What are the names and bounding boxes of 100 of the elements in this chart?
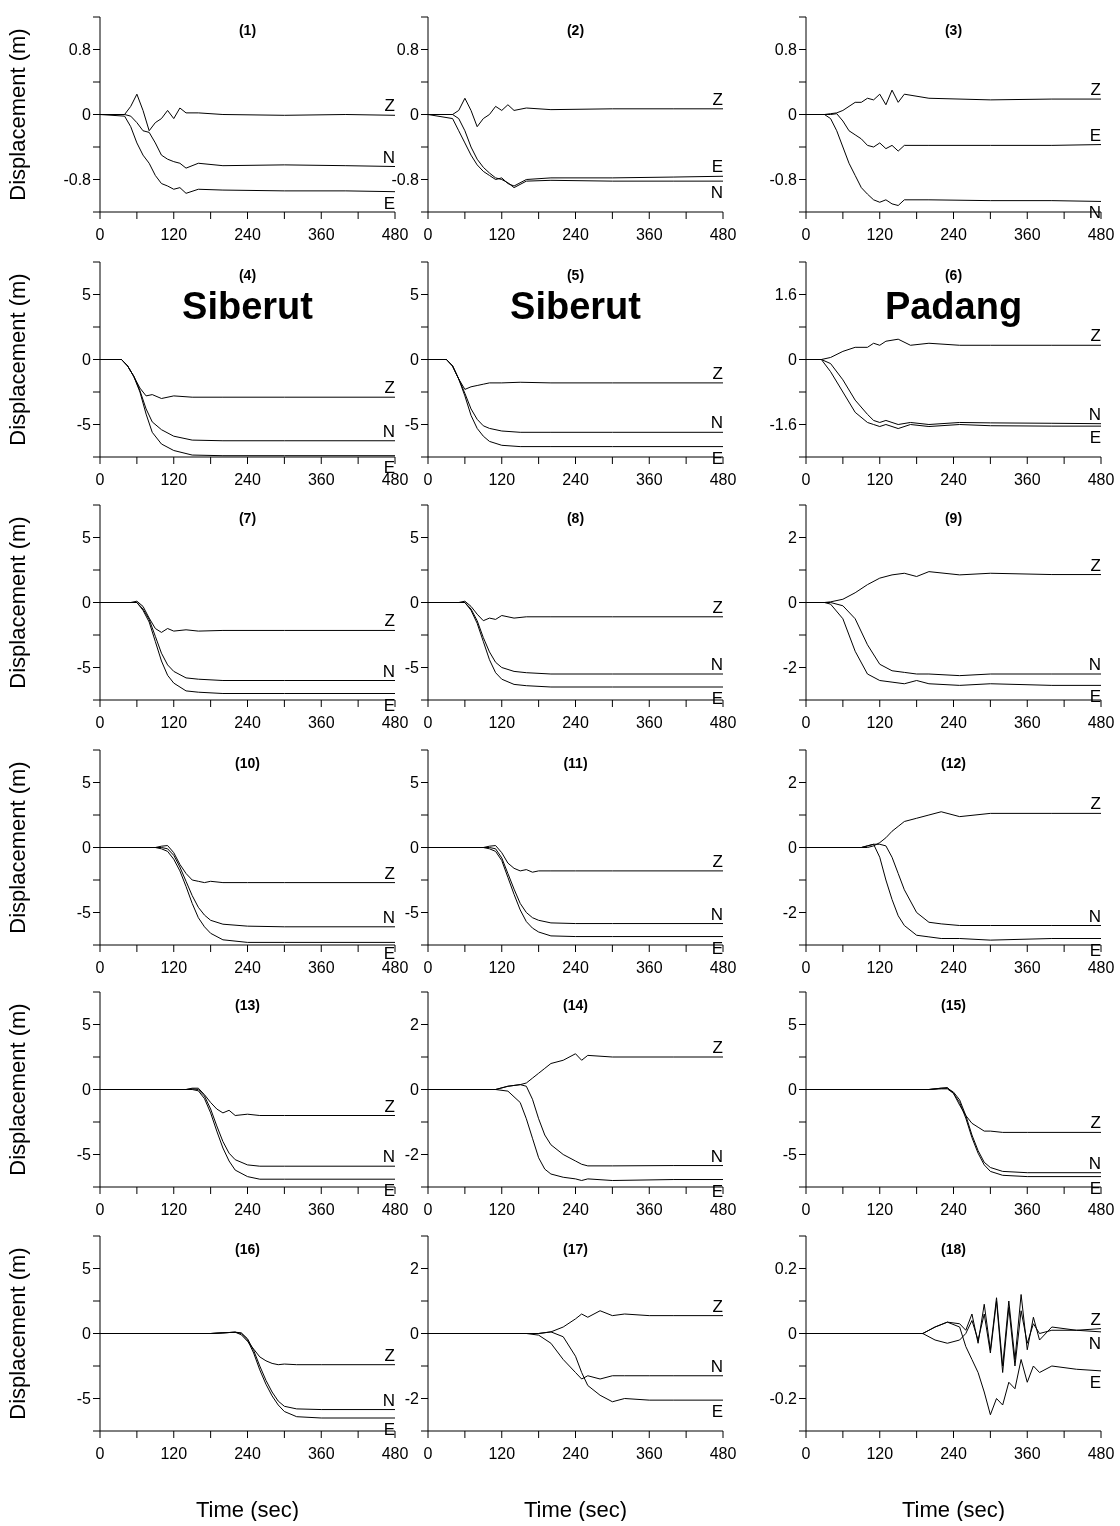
series-label: N [382, 147, 395, 167]
chart-title: (9) [943, 510, 964, 526]
chart-title: (1) [237, 22, 258, 38]
series-label: N [710, 655, 723, 674]
x-tick-label: 0 [95, 226, 105, 244]
y-axis-title: Displacement (m) [4, 1247, 30, 1420]
x-tick-label: 480 [709, 1445, 737, 1463]
x-tick-label: 360 [1013, 226, 1041, 244]
x-tick-label: 360 [635, 959, 663, 977]
y-tick-label: -2 [404, 1146, 420, 1164]
x-tick-label: 120 [866, 471, 894, 489]
x-axis-title: Time (sec) [523, 1497, 628, 1522]
x-tick-label: 240 [234, 471, 261, 489]
x-tick-label: 240 [562, 226, 589, 244]
chart-title: (8) [565, 510, 586, 526]
y-tick-label: 0 [410, 594, 420, 612]
x-tick-label: 0 [801, 471, 811, 489]
x-tick-label: 480 [1087, 226, 1115, 244]
chart-title: (16) [234, 1241, 261, 1257]
x-tick-label: 240 [562, 1445, 589, 1463]
x-tick-label: 360 [635, 226, 663, 244]
x-tick-label: 360 [635, 471, 663, 489]
x-tick-label: 360 [1013, 959, 1041, 977]
series-label: N [710, 183, 723, 203]
chart-title: (7) [237, 510, 258, 526]
series-label: N [710, 413, 723, 433]
x-tick-label: 360 [307, 226, 335, 244]
y-tick-label: -2 [782, 659, 798, 677]
y-tick-label: 2 [788, 774, 798, 792]
series-label: Z [384, 378, 395, 398]
series-label: N [1088, 906, 1101, 926]
chart-title: (10) [234, 755, 261, 771]
x-tick-label: 480 [381, 714, 409, 732]
x-tick-label: 120 [160, 226, 188, 244]
x-tick-label: 0 [95, 959, 105, 977]
y-tick-label: -0.2 [769, 1390, 798, 1408]
series-label: E [711, 157, 723, 177]
x-tick-label: 480 [709, 714, 737, 732]
series-label: Z [384, 611, 395, 631]
series-label: Z [1090, 1309, 1101, 1329]
series-label: Z [384, 1345, 395, 1365]
series-label: N [1088, 1153, 1101, 1173]
series-label: E [383, 193, 395, 213]
y-tick-label: 0 [410, 839, 420, 857]
x-tick-label: 120 [866, 714, 894, 732]
x-tick-label: 240 [234, 1445, 261, 1463]
series-label: Z [1090, 1113, 1101, 1133]
y-tick-label: 0 [82, 839, 92, 857]
series-label: E [383, 1420, 395, 1439]
chart-title: (12) [940, 755, 967, 771]
y-axis-title: Displacement (m) [4, 273, 30, 446]
x-tick-label: 120 [160, 959, 188, 977]
series-label: N [710, 904, 723, 924]
x-tick-label: 480 [709, 471, 737, 489]
x-tick-label: 120 [488, 1201, 516, 1219]
series-label: E [711, 1181, 723, 1201]
series-label: Z [1090, 326, 1101, 346]
series-label: N [1088, 655, 1101, 674]
x-tick-label: 120 [160, 471, 188, 489]
series-label: Z [712, 1038, 723, 1057]
x-tick-label: 480 [381, 226, 409, 244]
series-label: E [1089, 125, 1101, 145]
y-tick-label: 5 [82, 1016, 92, 1034]
y-axis-title: Displacement (m) [4, 28, 30, 201]
x-tick-label: 480 [1087, 471, 1115, 489]
y-tick-label: -5 [404, 904, 420, 922]
x-tick-label: 120 [488, 959, 516, 977]
y-tick-label: -1.6 [769, 416, 798, 434]
x-tick-label: 360 [307, 1201, 335, 1219]
x-tick-label: 240 [234, 714, 261, 732]
x-tick-label: 360 [1013, 1201, 1041, 1219]
y-tick-label: -0.8 [769, 171, 798, 189]
chart-title: (3) [943, 22, 964, 38]
x-tick-label: 360 [635, 1445, 663, 1463]
series-label: Z [712, 89, 723, 109]
x-tick-label: 120 [866, 1445, 894, 1463]
annotation: Siberut [509, 284, 642, 328]
y-tick-label: 0 [410, 1081, 420, 1099]
annotation: Siberut [181, 284, 314, 328]
y-tick-label: 0 [788, 594, 798, 612]
y-tick-label: 0 [410, 106, 420, 124]
x-tick-label: 360 [1013, 1445, 1041, 1463]
x-tick-label: 360 [635, 714, 663, 732]
y-tick-label: 5 [82, 529, 92, 547]
x-tick-label: 0 [423, 959, 433, 977]
y-tick-label: 0 [410, 351, 420, 369]
y-tick-label: 0.2 [774, 1260, 798, 1278]
series-label: Z [712, 363, 723, 383]
y-tick-label: 0 [82, 106, 92, 124]
x-tick-label: 360 [307, 471, 335, 489]
y-tick-label: 0 [410, 1325, 420, 1343]
series-label: Z [1090, 794, 1101, 814]
x-tick-label: 0 [801, 714, 811, 732]
y-tick-label: -5 [404, 416, 420, 434]
x-tick-label: 120 [160, 1201, 188, 1219]
y-tick-label: 5 [82, 286, 92, 304]
x-tick-label: 0 [801, 226, 811, 244]
x-tick-label: 480 [381, 1201, 409, 1219]
x-tick-label: 360 [307, 1445, 335, 1463]
y-tick-label: -5 [76, 1146, 92, 1164]
